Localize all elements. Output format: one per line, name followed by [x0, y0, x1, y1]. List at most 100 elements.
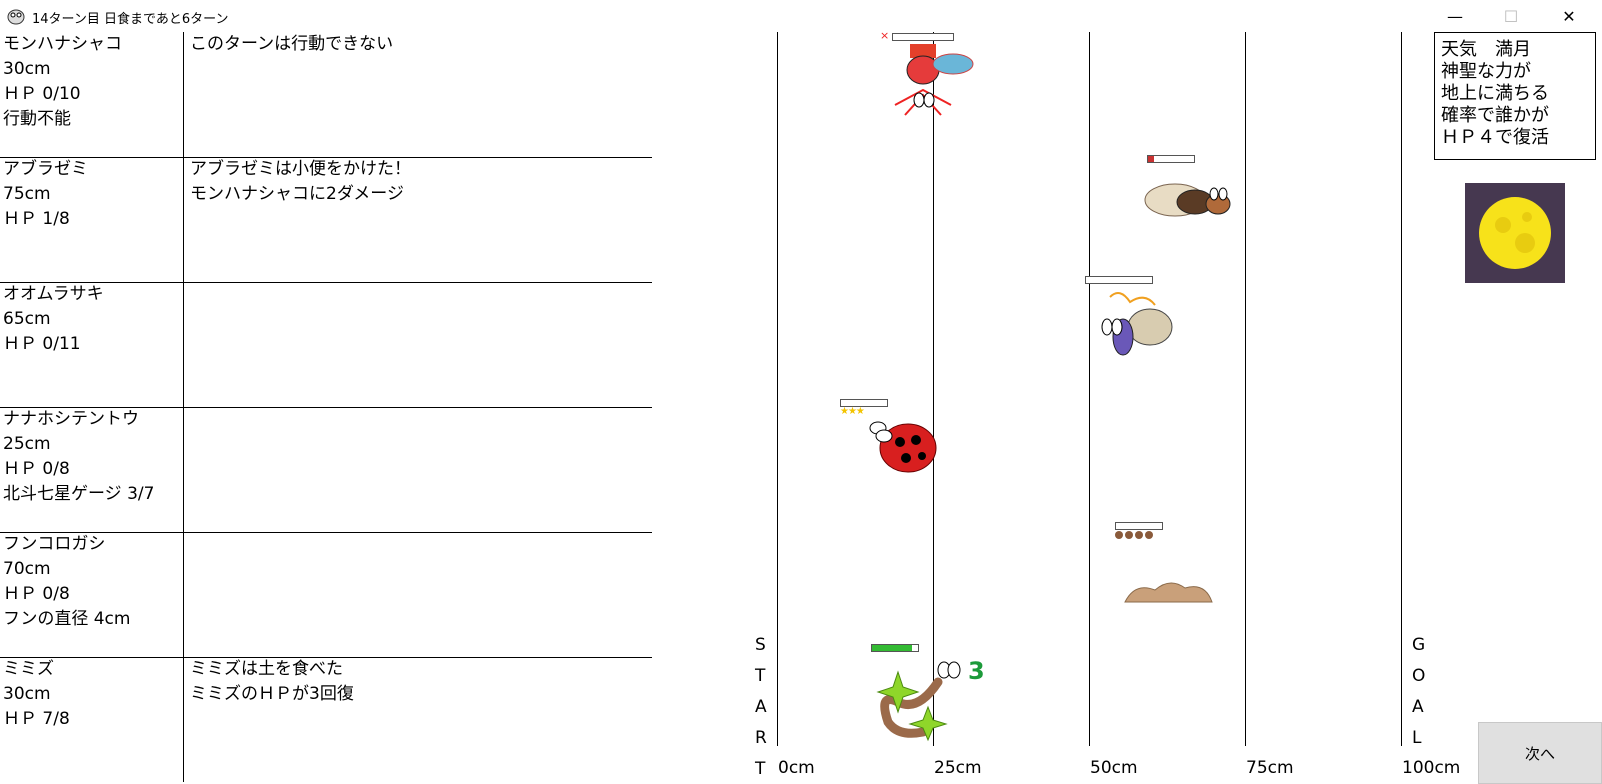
insect-name: モンハナシャコ — [3, 34, 122, 54]
weather-effect-line: 神聖な力が — [1441, 61, 1531, 82]
insect-stats: ミミズ 30cm ＨＰ 7/8 — [0, 657, 184, 782]
scale-label-100cm: 100cm — [1402, 758, 1461, 778]
start-letter: R — [755, 728, 767, 748]
window-title: 14ターン目 日食まであと6ターン — [32, 12, 229, 27]
goal-letter: A — [1412, 697, 1424, 717]
track-line-100cm — [1401, 32, 1402, 746]
track-line-75cm — [1245, 32, 1246, 746]
track-line-50cm — [1089, 32, 1090, 746]
dung-pile-sprite — [1124, 582, 1213, 603]
dung-ball-icon — [1125, 531, 1133, 539]
insect-position: 70cm — [3, 559, 51, 579]
track-line-25cm — [933, 32, 934, 746]
status-row-emperor-butterfly: オオムラサキ 65cm ＨＰ 0/11 — [0, 282, 652, 408]
dung-ball-icon — [1135, 531, 1143, 539]
goal-letter: L — [1412, 728, 1422, 748]
close-button[interactable]: ✕ — [1562, 6, 1576, 26]
next-button[interactable]: 次へ — [1478, 722, 1602, 784]
status-row-dung-beetle: フンコロガシ 70cm ＨＰ 0/8 フンの直径 4cm — [0, 532, 652, 658]
insect-name: ミミズ — [3, 659, 54, 679]
insect-stats: オオムラサキ 65cm ＨＰ 0/11 — [0, 282, 184, 407]
log-line: モンハナシャコに2ダメージ — [190, 184, 404, 204]
start-letter: T — [755, 666, 766, 686]
insect-stats: アブラゼミ 75cm ＨＰ 1/8 — [0, 157, 184, 282]
hp-bar-fill — [1148, 156, 1154, 162]
action-log — [184, 532, 652, 657]
status-row-mantis-shrimp: モンハナシャコ 30cm ＨＰ 0/10 行動不能 このターンは行動できない — [0, 32, 652, 158]
insect-status: 行動不能 — [3, 109, 71, 129]
mantis-shrimp-sprite — [894, 44, 974, 116]
scale-label-50cm: 50cm — [1090, 758, 1138, 778]
hokuto-gauge-stars: ★★★ — [840, 406, 865, 417]
weather-effect-line: ＨＰ４で復活 — [1441, 127, 1549, 148]
action-log: ミミズは土を食べた ミミズのＨＰが3回復 — [184, 657, 652, 782]
insect-name: フンコロガシ — [3, 534, 106, 554]
insect-stats: モンハナシャコ 30cm ＨＰ 0/10 行動不能 — [0, 32, 184, 157]
window-titlebar: 14ターン目 日食まであと6ターン — ☐ ✕ — [0, 0, 1602, 32]
ladybug-sprite — [869, 421, 937, 473]
log-line: ミミズは土を食べた — [190, 659, 343, 679]
scale-label-75cm: 75cm — [1246, 758, 1294, 778]
insect-dung-size: フンの直径 4cm — [3, 609, 131, 629]
start-letter: S — [755, 635, 766, 655]
hp-bar-earthworm — [871, 644, 919, 652]
weather-title: 天気 満月 — [1441, 39, 1531, 60]
hp-bar-fill — [872, 645, 913, 651]
earthworm-sprite — [876, 661, 961, 742]
minimize-button[interactable]: — — [1447, 6, 1463, 26]
dung-ball-icon — [1115, 531, 1123, 539]
dung-ball-indicator — [1115, 531, 1153, 539]
insect-hp: ＨＰ 1/8 — [3, 209, 70, 229]
status-panel: モンハナシャコ 30cm ＨＰ 0/10 行動不能 このターンは行動できない ア… — [0, 32, 652, 782]
insect-stats: ナナホシテントウ 25cm ＨＰ 0/8 北斗七星ゲージ 3/7 — [0, 407, 184, 532]
action-log — [184, 282, 652, 407]
insect-position: 30cm — [3, 684, 51, 704]
hp-bar-emperor-butterfly — [1085, 276, 1153, 284]
start-letter: T — [755, 759, 766, 779]
insect-name: ナナホシテントウ — [3, 409, 139, 429]
hp-bar-mantis-shrimp — [892, 33, 954, 41]
insect-hp: ＨＰ 0/8 — [3, 584, 70, 604]
hp-bar-cicada — [1147, 155, 1195, 163]
insect-gauge: 北斗七星ゲージ 3/7 — [3, 484, 155, 504]
scale-label-0cm: 0cm — [778, 758, 815, 778]
insect-hp: ＨＰ 0/10 — [3, 84, 81, 104]
insect-name: オオムラサキ — [3, 284, 104, 304]
weather-panel: 天気 満月 神聖な力が 地上に満ちる 確率で誰かが ＨＰ４で復活 — [1434, 32, 1596, 160]
insect-position: 25cm — [3, 434, 51, 454]
race-track: 0cm 25cm 50cm 75cm 100cm S T A R T G O A… — [740, 29, 1460, 782]
status-row-ladybug: ナナホシテントウ 25cm ＨＰ 0/8 北斗七星ゲージ 3/7 — [0, 407, 652, 533]
maximize-button[interactable]: ☐ — [1503, 6, 1519, 26]
emperor-butterfly-sprite — [1101, 292, 1173, 356]
insect-position: 75cm — [3, 184, 51, 204]
dung-ball-icon — [1145, 531, 1153, 539]
cicada-sprite — [1144, 183, 1231, 217]
heal-popup: 3 — [968, 657, 985, 685]
status-row-earthworm: ミミズ 30cm ＨＰ 7/8 ミミズは土を食べた ミミズのＨＰが3回復 — [0, 657, 652, 782]
action-log — [184, 407, 652, 532]
log-line: アブラゼミは小便をかけた！ — [190, 159, 411, 179]
goal-letter: G — [1412, 635, 1426, 655]
insect-hp: ＨＰ 0/8 — [3, 459, 70, 479]
weather-effect-line: 地上に満ちる — [1441, 83, 1549, 104]
log-line: このターンは行動できない — [190, 34, 394, 54]
weather-effect-line: 確率で誰かが — [1441, 105, 1549, 126]
insect-stats: フンコロガシ 70cm ＨＰ 0/8 フンの直径 4cm — [0, 532, 184, 657]
goal-letter: O — [1412, 666, 1426, 686]
scale-label-25cm: 25cm — [934, 758, 982, 778]
action-log: アブラゼミは小便をかけた！ モンハナシャコに2ダメージ — [184, 157, 652, 282]
status-row-cicada: アブラゼミ 75cm ＨＰ 1/8 アブラゼミは小便をかけた！ モンハナシャコに… — [0, 157, 652, 283]
insect-position: 65cm — [3, 309, 51, 329]
knocked-out-mark: × — [880, 29, 890, 42]
log-line: ミミズのＨＰが3回復 — [190, 684, 354, 704]
app-icon — [7, 9, 25, 25]
track-line-0cm — [777, 32, 778, 746]
full-moon-icon — [1465, 183, 1565, 283]
insect-hp: ＨＰ 0/11 — [3, 334, 81, 354]
insect-name: アブラゼミ — [3, 159, 88, 179]
hp-bar-dung-beetle — [1115, 522, 1163, 530]
insect-hp: ＨＰ 7/8 — [3, 709, 70, 729]
start-letter: A — [755, 697, 767, 717]
hp-bar-ladybug — [840, 399, 888, 407]
insect-position: 30cm — [3, 59, 51, 79]
